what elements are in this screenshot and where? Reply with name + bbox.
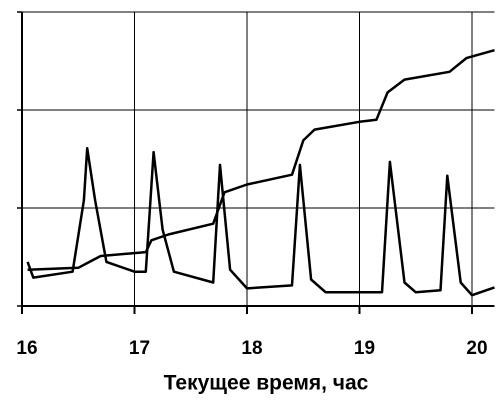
x-tick-label: 16 — [16, 338, 37, 359]
data-line — [26, 146, 495, 297]
x-tick-label: 19 — [354, 338, 375, 359]
x-axis-label: Текущее время, час — [164, 372, 369, 395]
x-tick-label: 18 — [241, 338, 262, 359]
x-tick-label: 20 — [466, 338, 487, 359]
data-line — [27, 48, 495, 271]
x-tick-label: 17 — [129, 338, 150, 359]
